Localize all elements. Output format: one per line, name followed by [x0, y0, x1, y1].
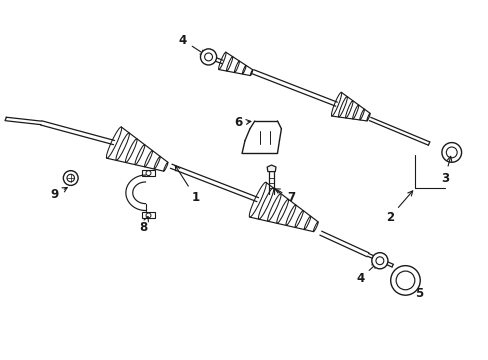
Circle shape: [200, 49, 216, 65]
Text: 2: 2: [385, 191, 412, 224]
Polygon shape: [266, 165, 275, 172]
Polygon shape: [142, 170, 155, 176]
Text: 4: 4: [355, 264, 376, 285]
Polygon shape: [142, 212, 155, 219]
Text: 6: 6: [233, 116, 250, 129]
Text: 4: 4: [179, 34, 205, 55]
Text: 1: 1: [175, 166, 200, 204]
Text: 8: 8: [139, 217, 148, 234]
Text: 7: 7: [275, 189, 295, 204]
Text: 9: 9: [51, 188, 67, 201]
Text: 3: 3: [440, 156, 451, 185]
Text: 5: 5: [407, 283, 423, 300]
Circle shape: [441, 143, 461, 162]
Circle shape: [371, 253, 387, 269]
Circle shape: [390, 266, 419, 295]
